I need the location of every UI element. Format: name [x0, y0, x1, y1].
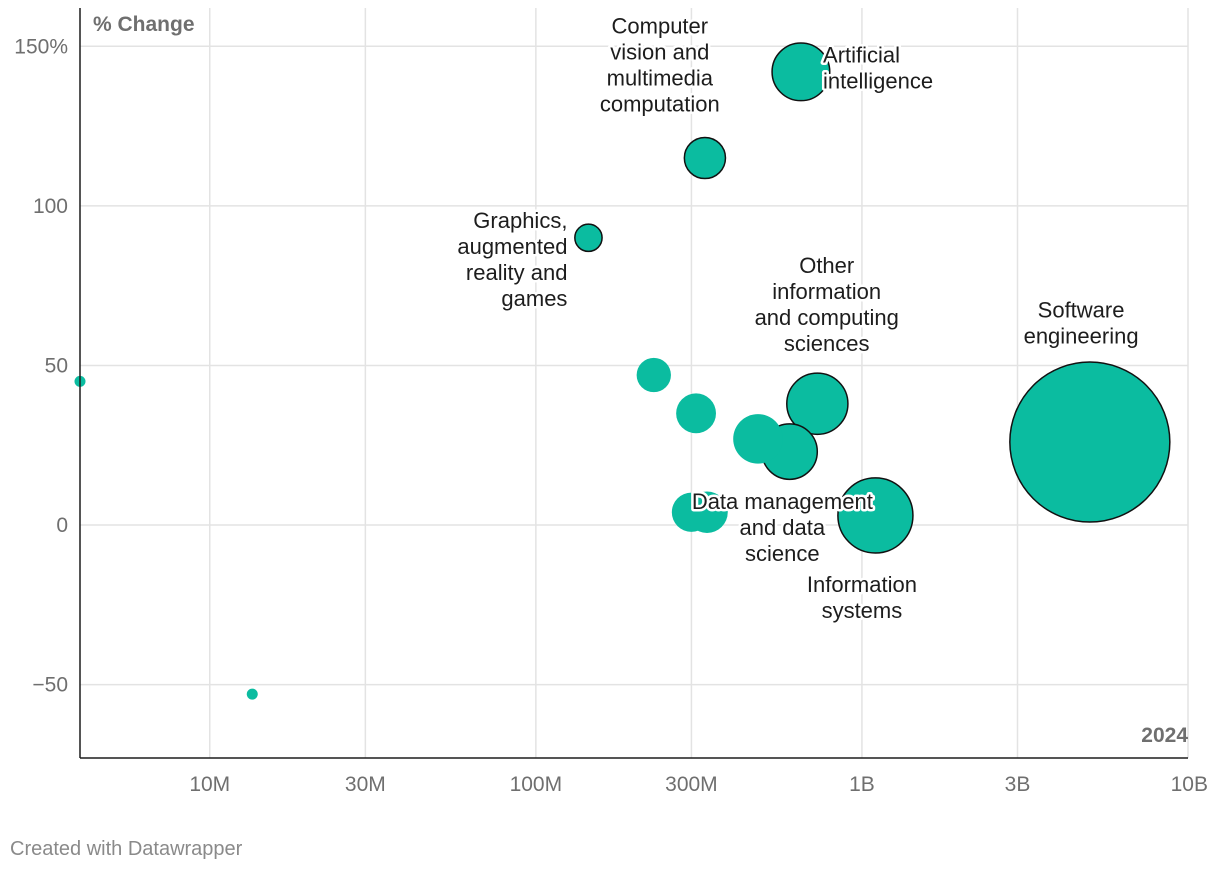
bubble: [676, 393, 716, 434]
annotation-halo: intelligence: [823, 68, 933, 93]
annotation-halo: computation: [600, 92, 720, 117]
annotation-halo: Data management: [692, 489, 873, 514]
annotation-halo: augmented: [457, 234, 567, 259]
annotation-halo: Artificial: [823, 42, 900, 67]
x-tick-label: 100M: [510, 773, 563, 796]
x-tick-label: 1B: [849, 773, 875, 796]
annotation-halo: Other: [799, 253, 854, 278]
annotation-halo: and data: [739, 515, 825, 540]
bubble-highlighted: [1009, 361, 1171, 523]
x-tick-label: 10M: [189, 773, 230, 796]
annotation-text: Other: [799, 253, 854, 278]
annotation-text: science: [745, 541, 820, 566]
annotation-text: sciences: [784, 331, 870, 356]
bubble-highlighted: [837, 477, 914, 554]
annotation-halo: Computer: [612, 14, 709, 39]
bubble-highlighted: [683, 136, 727, 180]
x-tick-label: 3B: [1005, 773, 1031, 796]
y-tick-label: 100: [33, 195, 68, 218]
bubble: [671, 492, 712, 532]
annotation-halo: Software: [1038, 298, 1125, 323]
annotation-text: intelligence: [823, 68, 933, 93]
bubble-series: [74, 42, 1171, 700]
annotation-text: Artificial: [823, 42, 900, 67]
annotation-halo: engineering: [1024, 324, 1139, 349]
annotation-halo: information: [772, 279, 881, 304]
annotation-halo: Graphics,: [473, 208, 567, 233]
credit-note: Created with Datawrapper: [10, 838, 243, 860]
annotation-text: multimedia: [607, 66, 714, 91]
annotation-text: Data management: [692, 489, 873, 514]
annotation-text: Software: [1038, 298, 1125, 323]
y-tick-label: −50: [32, 674, 68, 697]
y-tick-label: 50: [45, 354, 68, 377]
axes: 10M 30M 100M 300M 1B 3B 10B 150% 100 50 0 −50: [14, 8, 1208, 796]
bubble-highlighted: [786, 372, 849, 436]
y-tick-label: 150%: [14, 35, 68, 58]
bubble: [246, 688, 258, 700]
x-tick-label: 10B: [1171, 773, 1208, 796]
annotation-text: Information: [807, 572, 917, 597]
y-axis-title: % Change: [93, 13, 195, 36]
bubble: [636, 357, 671, 393]
x-tick-label: 300M: [665, 773, 718, 796]
annotation-halo: sciences: [784, 331, 870, 356]
annotation-text: engineering: [1024, 324, 1139, 349]
y-tick-label: 0: [56, 514, 68, 537]
annotation-text: reality and: [466, 260, 568, 285]
annotation-text: augmented: [457, 234, 567, 259]
annotation-label: Graphics,Graphics,augmentedaugmentedreal…: [455, 206, 570, 314]
bubble: [733, 414, 783, 464]
annotation-text: vision and: [610, 40, 709, 65]
bubble-highlighted: [771, 42, 831, 102]
annotation-halo: science: [745, 541, 820, 566]
annotation-halo: and computing: [755, 305, 899, 330]
annotation-text: Computer: [612, 14, 709, 39]
annotation-text: systems: [822, 598, 903, 623]
annotation-halo: systems: [822, 598, 903, 623]
annotation-text: games: [501, 286, 567, 311]
annotation-halo: reality and: [466, 260, 568, 285]
annotation-halo: Information: [807, 572, 917, 597]
annotation-text: information: [772, 279, 881, 304]
annotation-text: and computing: [755, 305, 899, 330]
annotation-text: Graphics,: [473, 208, 567, 233]
year-label: 2024: [1141, 724, 1188, 747]
grid-lines: [80, 8, 1189, 758]
annotation-text: computation: [600, 92, 720, 117]
annotation-text: and data: [739, 515, 825, 540]
annotation-halo: vision and: [610, 40, 709, 65]
annotation-halo: multimedia: [607, 66, 714, 91]
x-tick-label: 30M: [345, 773, 386, 796]
annotation-halo: games: [501, 286, 567, 311]
annotation-label: ArtificialArtificialintelligenceintellig…: [821, 40, 936, 96]
bubble-highlighted: [574, 223, 603, 253]
